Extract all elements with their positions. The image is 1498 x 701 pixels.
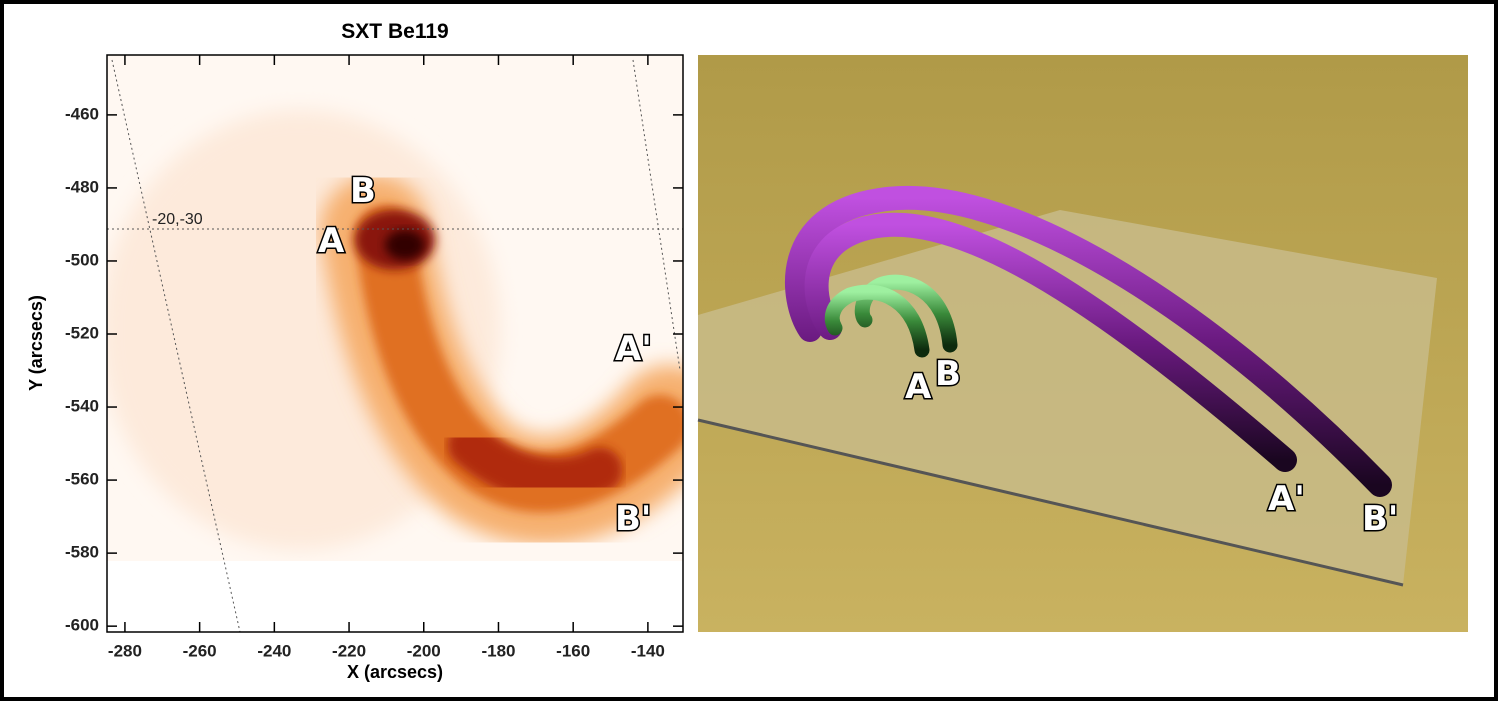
x-tick-label: -140 (631, 641, 665, 660)
footpoint-label: B (935, 354, 961, 394)
panel-title: SXT Be119 (341, 20, 448, 43)
footpoint-label: B' (615, 499, 651, 539)
y-tick-label: -560 (65, 470, 99, 489)
footpoint-label: A' (615, 329, 652, 369)
footpoint-label: A' (1268, 479, 1305, 519)
footpoint-label: A (318, 221, 345, 261)
y-axis-label: Y (arcsecs) (26, 295, 46, 391)
grid-label: -20,-30 (152, 211, 203, 228)
axes: -280 -260 -240 -220 -200 -180 -160 -140 -600 -580… (65, 55, 683, 660)
x-tick-label: -160 (556, 641, 590, 660)
footpoint-label: B' (1362, 499, 1398, 539)
x-tick-label: -220 (332, 641, 366, 660)
x-tick-label: -240 (257, 641, 291, 660)
footpoint-label: A (905, 367, 932, 407)
x-tick-label: -280 (108, 641, 142, 660)
footpoint-label: B (350, 171, 376, 211)
sxt-image (107, 55, 683, 632)
y-tick-label: -520 (65, 323, 99, 342)
loop-render (697, 55, 1468, 632)
y-tick-label: -460 (65, 104, 99, 123)
x-tick-label: -260 (183, 641, 217, 660)
x-tick-label: -180 (481, 641, 515, 660)
x-tick-label: -200 (407, 641, 441, 660)
y-tick-label: -600 (65, 616, 99, 635)
plot-frame (106, 54, 684, 633)
y-tick-label: -500 (65, 250, 99, 269)
y-tick-label: -580 (65, 543, 99, 562)
y-tick-label: -480 (65, 177, 99, 196)
x-axis-label: X (arcsecs) (347, 662, 443, 682)
y-tick-label: -540 (65, 397, 99, 416)
